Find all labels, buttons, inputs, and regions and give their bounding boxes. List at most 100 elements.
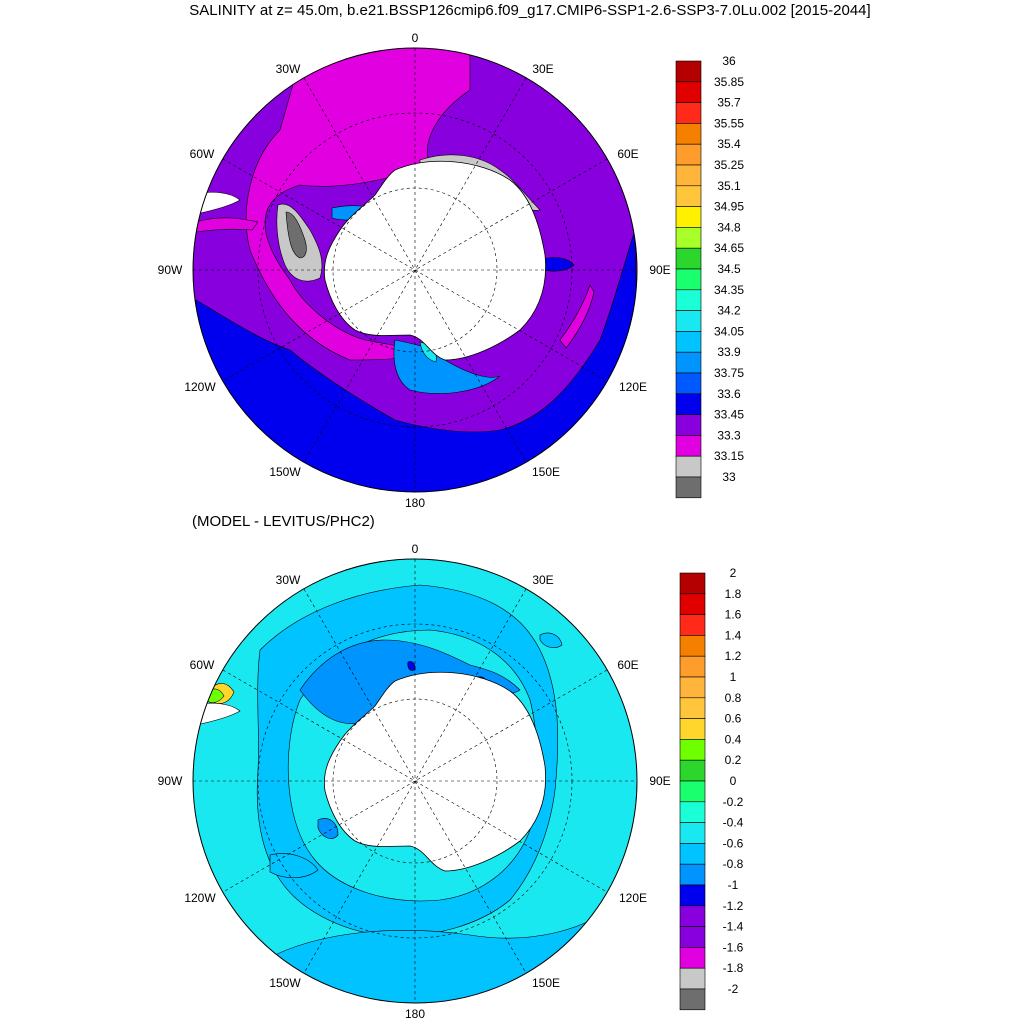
salinity-colorbar-level-label: 33.6	[717, 387, 741, 401]
difference-colorbar-level-label: 2	[730, 566, 737, 580]
difference-colorbar-swatch	[679, 905, 706, 927]
salinity-colorbar-swatch	[675, 227, 702, 249]
map-border	[192, 558, 638, 1004]
difference-colorbar-swatch	[679, 884, 706, 907]
lon-label-150e: 150E	[532, 976, 560, 990]
salinity-colorbar-level-label: 36	[722, 54, 736, 68]
difference-colorbar-swatch	[679, 988, 706, 1011]
salinity-colorbar-level-label: 35.85	[714, 75, 744, 89]
difference-colorbar-swatch	[679, 655, 706, 678]
difference-colorbar-level-label: -1.4	[723, 920, 744, 934]
difference-colorbar-level-label: -0.4	[723, 816, 744, 830]
lon-label-30e: 30E	[532, 573, 553, 587]
difference-colorbar-level-label: -1	[728, 878, 739, 892]
lon-label-120e: 120E	[619, 891, 647, 905]
difference-darkblue-region	[317, 818, 339, 839]
salinity-colorbar-swatch	[675, 476, 702, 499]
difference-colorbar-level-label: 1.8	[725, 587, 742, 601]
difference-colorbar-level-label: 0.2	[725, 753, 742, 767]
salinity-colorbar-swatch	[675, 372, 702, 395]
lon-label-150w: 150W	[269, 465, 301, 479]
difference-colorbar-swatch	[679, 593, 706, 615]
lon-label-120w: 120W	[184, 380, 216, 394]
lon-label-30w: 30W	[276, 573, 301, 587]
salinity-colorbar-level-label: 35.25	[714, 158, 744, 172]
difference-colorbar-level-label: -1.8	[723, 961, 744, 975]
salinity-magenta-region	[559, 284, 595, 349]
difference-colorbar-level-label: -0.2	[723, 795, 744, 809]
salinity-colorbar-swatch	[675, 331, 702, 353]
salinity-colorbar-swatch	[675, 351, 702, 374]
difference-colorbar-level-label: -2	[728, 982, 739, 996]
difference-colorbar-level-label: -0.6	[723, 836, 744, 850]
salinity-blue-region	[539, 257, 575, 272]
south-america-landmass	[195, 702, 241, 726]
difference-colorbar-swatch	[679, 926, 706, 948]
salinity-colorbar-swatch	[675, 164, 702, 187]
difference-colorbar-level-label: -0.8	[723, 857, 744, 871]
difference-colorbar-level-label: -1.2	[723, 899, 744, 913]
salinity-colorbar-level-label: 33	[722, 470, 736, 484]
salinity-magenta-region	[195, 217, 259, 233]
lon-label-30e: 30E	[532, 62, 553, 76]
difference-colorbar-level-label: 0.8	[725, 691, 742, 705]
salinity-colorbar-swatch	[675, 310, 702, 332]
difference-colorbar-level-label: 1.4	[725, 628, 742, 642]
salinity-colorbar-level-label: 35.7	[717, 96, 741, 110]
difference-colorbar-swatch	[679, 843, 706, 865]
salinity-colorbar-level-label: 34.8	[717, 220, 741, 234]
difference-colorbar-swatch	[679, 614, 706, 636]
salinity-colorbar-swatch	[675, 289, 702, 311]
difference-colorbar-swatch	[679, 697, 706, 719]
lon-label-150e: 150E	[532, 465, 560, 479]
salinity-colorbar-level-label: 33.45	[714, 408, 744, 422]
salinity-map: 0 30W 30E 60W 60E 90W 90E 120W 120E 150W…	[158, 31, 671, 510]
lon-label-0: 0	[412, 31, 419, 45]
lon-label-150w: 150W	[269, 976, 301, 990]
difference-colorbar-level-label: 1.2	[725, 649, 742, 663]
map-border	[192, 47, 638, 493]
salinity-magenta-region	[245, 48, 471, 361]
salinity-colorbar: 36 35.85 35.7 35.55 35.4 35.25 35.1 34.95 34.8 34…	[675, 54, 744, 499]
difference-colorbar-level-label: 0.4	[725, 732, 742, 746]
lon-label-120w: 120W	[184, 891, 216, 905]
difference-colorbar-swatch	[679, 718, 706, 740]
lon-label-180: 180	[405, 1007, 425, 1021]
salinity-colorbar-swatch	[675, 268, 702, 291]
difference-colorbar-swatch	[679, 635, 706, 657]
lon-label-30w: 30W	[276, 62, 301, 76]
lon-label-60e: 60E	[617, 147, 638, 161]
south-america-landmass	[195, 191, 241, 215]
salinity-colorbar-level-label: 34.95	[714, 200, 744, 214]
plot-title: SALINITY at z= 45.0m, b.e21.BSSP126cmip6…	[189, 2, 871, 19]
salinity-colorbar-level-label: 33.75	[714, 366, 744, 380]
salinity-colorbar-swatch	[675, 60, 702, 83]
antarctica-landmass	[323, 160, 546, 361]
lon-label-120e: 120E	[619, 380, 647, 394]
salinity-colorbar-level-label: 35.1	[717, 179, 741, 193]
salinity-colorbar-level-label: 33.3	[717, 428, 741, 442]
salinity-colorbar-level-label: 34.05	[714, 324, 744, 338]
lon-label-90w: 90W	[158, 263, 183, 277]
difference-colorbar-swatch	[679, 739, 706, 761]
salinity-colorbar-swatch	[675, 102, 702, 124]
lon-label-90w: 90W	[158, 774, 183, 788]
salinity-colorbar-level-label: 33.9	[717, 345, 741, 359]
salinity-colorbar-level-label: 34.2	[717, 304, 741, 318]
difference-colorbar-swatch	[679, 967, 706, 990]
difference-colorbar-swatch	[679, 801, 706, 823]
difference-colorbar-swatch	[679, 572, 706, 595]
salinity-colorbar-swatch	[675, 185, 702, 207]
difference-lightblue-region	[539, 632, 563, 649]
salinity-colorbar-swatch	[675, 414, 702, 436]
salinity-colorbar-level-label: 35.55	[714, 116, 744, 130]
salinity-colorbar-swatch	[675, 206, 702, 228]
salinity-colorbar-level-label: 33.15	[714, 449, 744, 463]
salinity-colorbar-swatch	[675, 123, 702, 145]
salinity-colorbar-swatch	[675, 247, 702, 270]
lon-label-60w: 60W	[190, 147, 215, 161]
difference-colorbar-swatch	[679, 759, 706, 782]
difference-colorbar-swatch	[679, 822, 706, 844]
difference-colorbar-swatch	[679, 676, 706, 699]
